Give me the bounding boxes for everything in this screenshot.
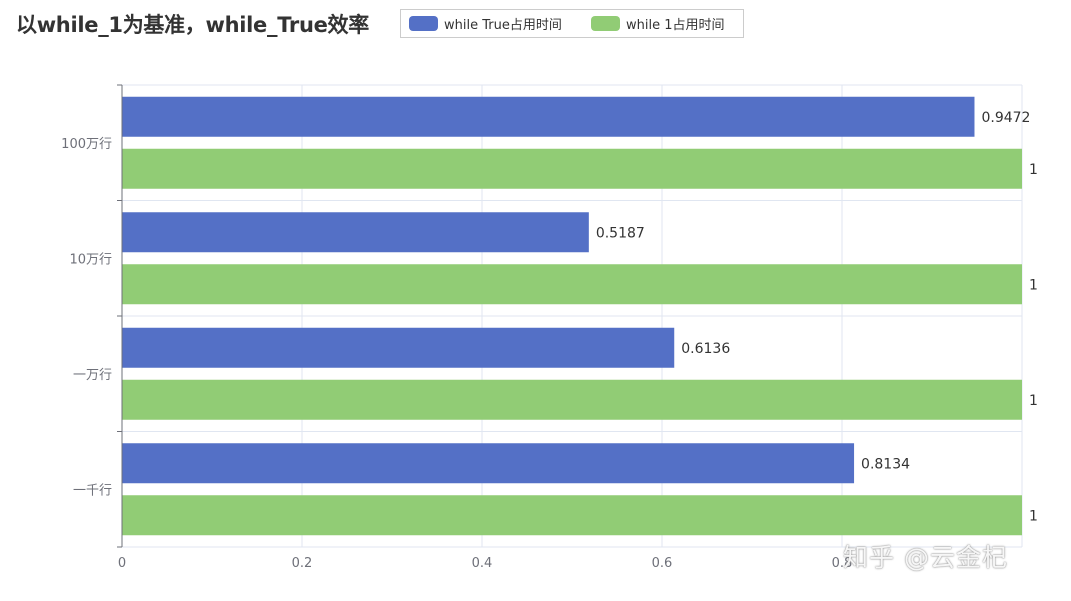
bar-while-true[interactable] — [122, 212, 589, 253]
legend-item-while-true[interactable]: while True占用时间 — [409, 10, 562, 37]
data-label: 1 — [1029, 162, 1038, 178]
legend-label-while-true: while True占用时间 — [444, 18, 562, 33]
bar-while-1[interactable] — [122, 148, 1022, 189]
bar-while-true[interactable] — [122, 96, 975, 137]
category-label: 10万行 — [69, 252, 112, 267]
bar-while-true[interactable] — [122, 443, 855, 484]
chart-title: 以while_1为基准，while_True效率 — [16, 13, 369, 37]
data-label: 1 — [1029, 277, 1038, 293]
data-label: 0.8134 — [861, 456, 910, 472]
bar-while-true[interactable] — [122, 327, 675, 368]
x-tick-label: 0.4 — [472, 556, 493, 571]
bar-while-1[interactable] — [122, 379, 1022, 420]
legend-swatch-while-1 — [591, 16, 620, 31]
data-label: 0.5187 — [596, 225, 645, 241]
category-label: 100万行 — [61, 137, 112, 152]
x-tick-label: 0.2 — [292, 556, 313, 571]
x-tick-label: 0 — [118, 556, 126, 571]
x-tick-label: 0.8 — [832, 556, 853, 571]
data-label: 0.6136 — [681, 341, 730, 357]
bar-while-1[interactable] — [122, 495, 1022, 536]
category-label: 一万行 — [73, 368, 112, 383]
watermark: 知乎 @云金杞 — [843, 543, 1008, 572]
legend-label-while-1: while 1占用时间 — [626, 18, 725, 33]
data-label: 0.9472 — [981, 110, 1030, 126]
legend: while True占用时间 while 1占用时间 — [400, 9, 744, 38]
category-label: 一千行 — [73, 483, 112, 498]
x-tick-label: 0.6 — [652, 556, 673, 571]
data-label: 1 — [1029, 393, 1038, 409]
bar-while-1[interactable] — [122, 264, 1022, 305]
legend-swatch-while-true — [409, 16, 438, 31]
legend-item-while-1[interactable]: while 1占用时间 — [591, 10, 725, 37]
data-label: 1 — [1029, 508, 1038, 524]
